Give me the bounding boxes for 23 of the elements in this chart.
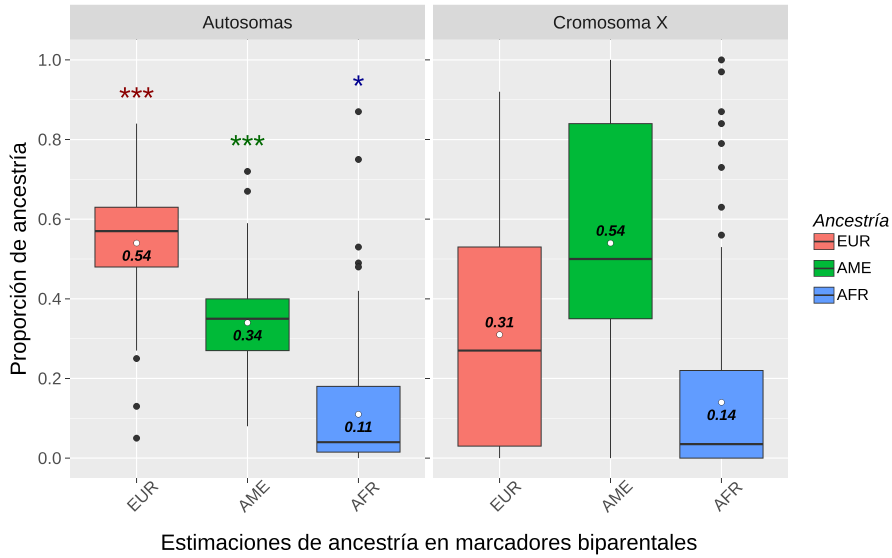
text: 0.14 [707,410,736,420]
y-tick-label: 0.4 [38,292,61,305]
annotation: *** [230,135,265,146]
annotation: * [353,75,364,86]
annotation: *** [120,87,154,98]
text: 0.11 [345,421,372,432]
x-axis-title: Estimaciones de ancestría en marcadores biparentales [162,534,697,554]
legend-title: Ancestría [812,213,889,227]
y-tick-label: 0.0 [38,452,61,464]
y-tick-label: 0.8 [38,134,61,146]
text: 0.54 [596,225,625,236]
y-axis-title: Proporción de ancestría [10,142,30,374]
legend-label: AME [836,262,871,274]
legend-label: AFR [836,288,868,300]
chart-title: Autosomas [202,16,292,29]
y-tick-label: 1.0 [39,54,61,66]
y-tick-label: 0.2 [38,372,61,384]
text: 0.34 [234,330,262,341]
y-tick-label: 0.6 [38,213,61,226]
text: 0.31 [486,316,514,328]
text: 0.54 [122,250,151,261]
chart-title: Cromosoma X [554,16,668,29]
legend-label: EUR [838,235,870,247]
